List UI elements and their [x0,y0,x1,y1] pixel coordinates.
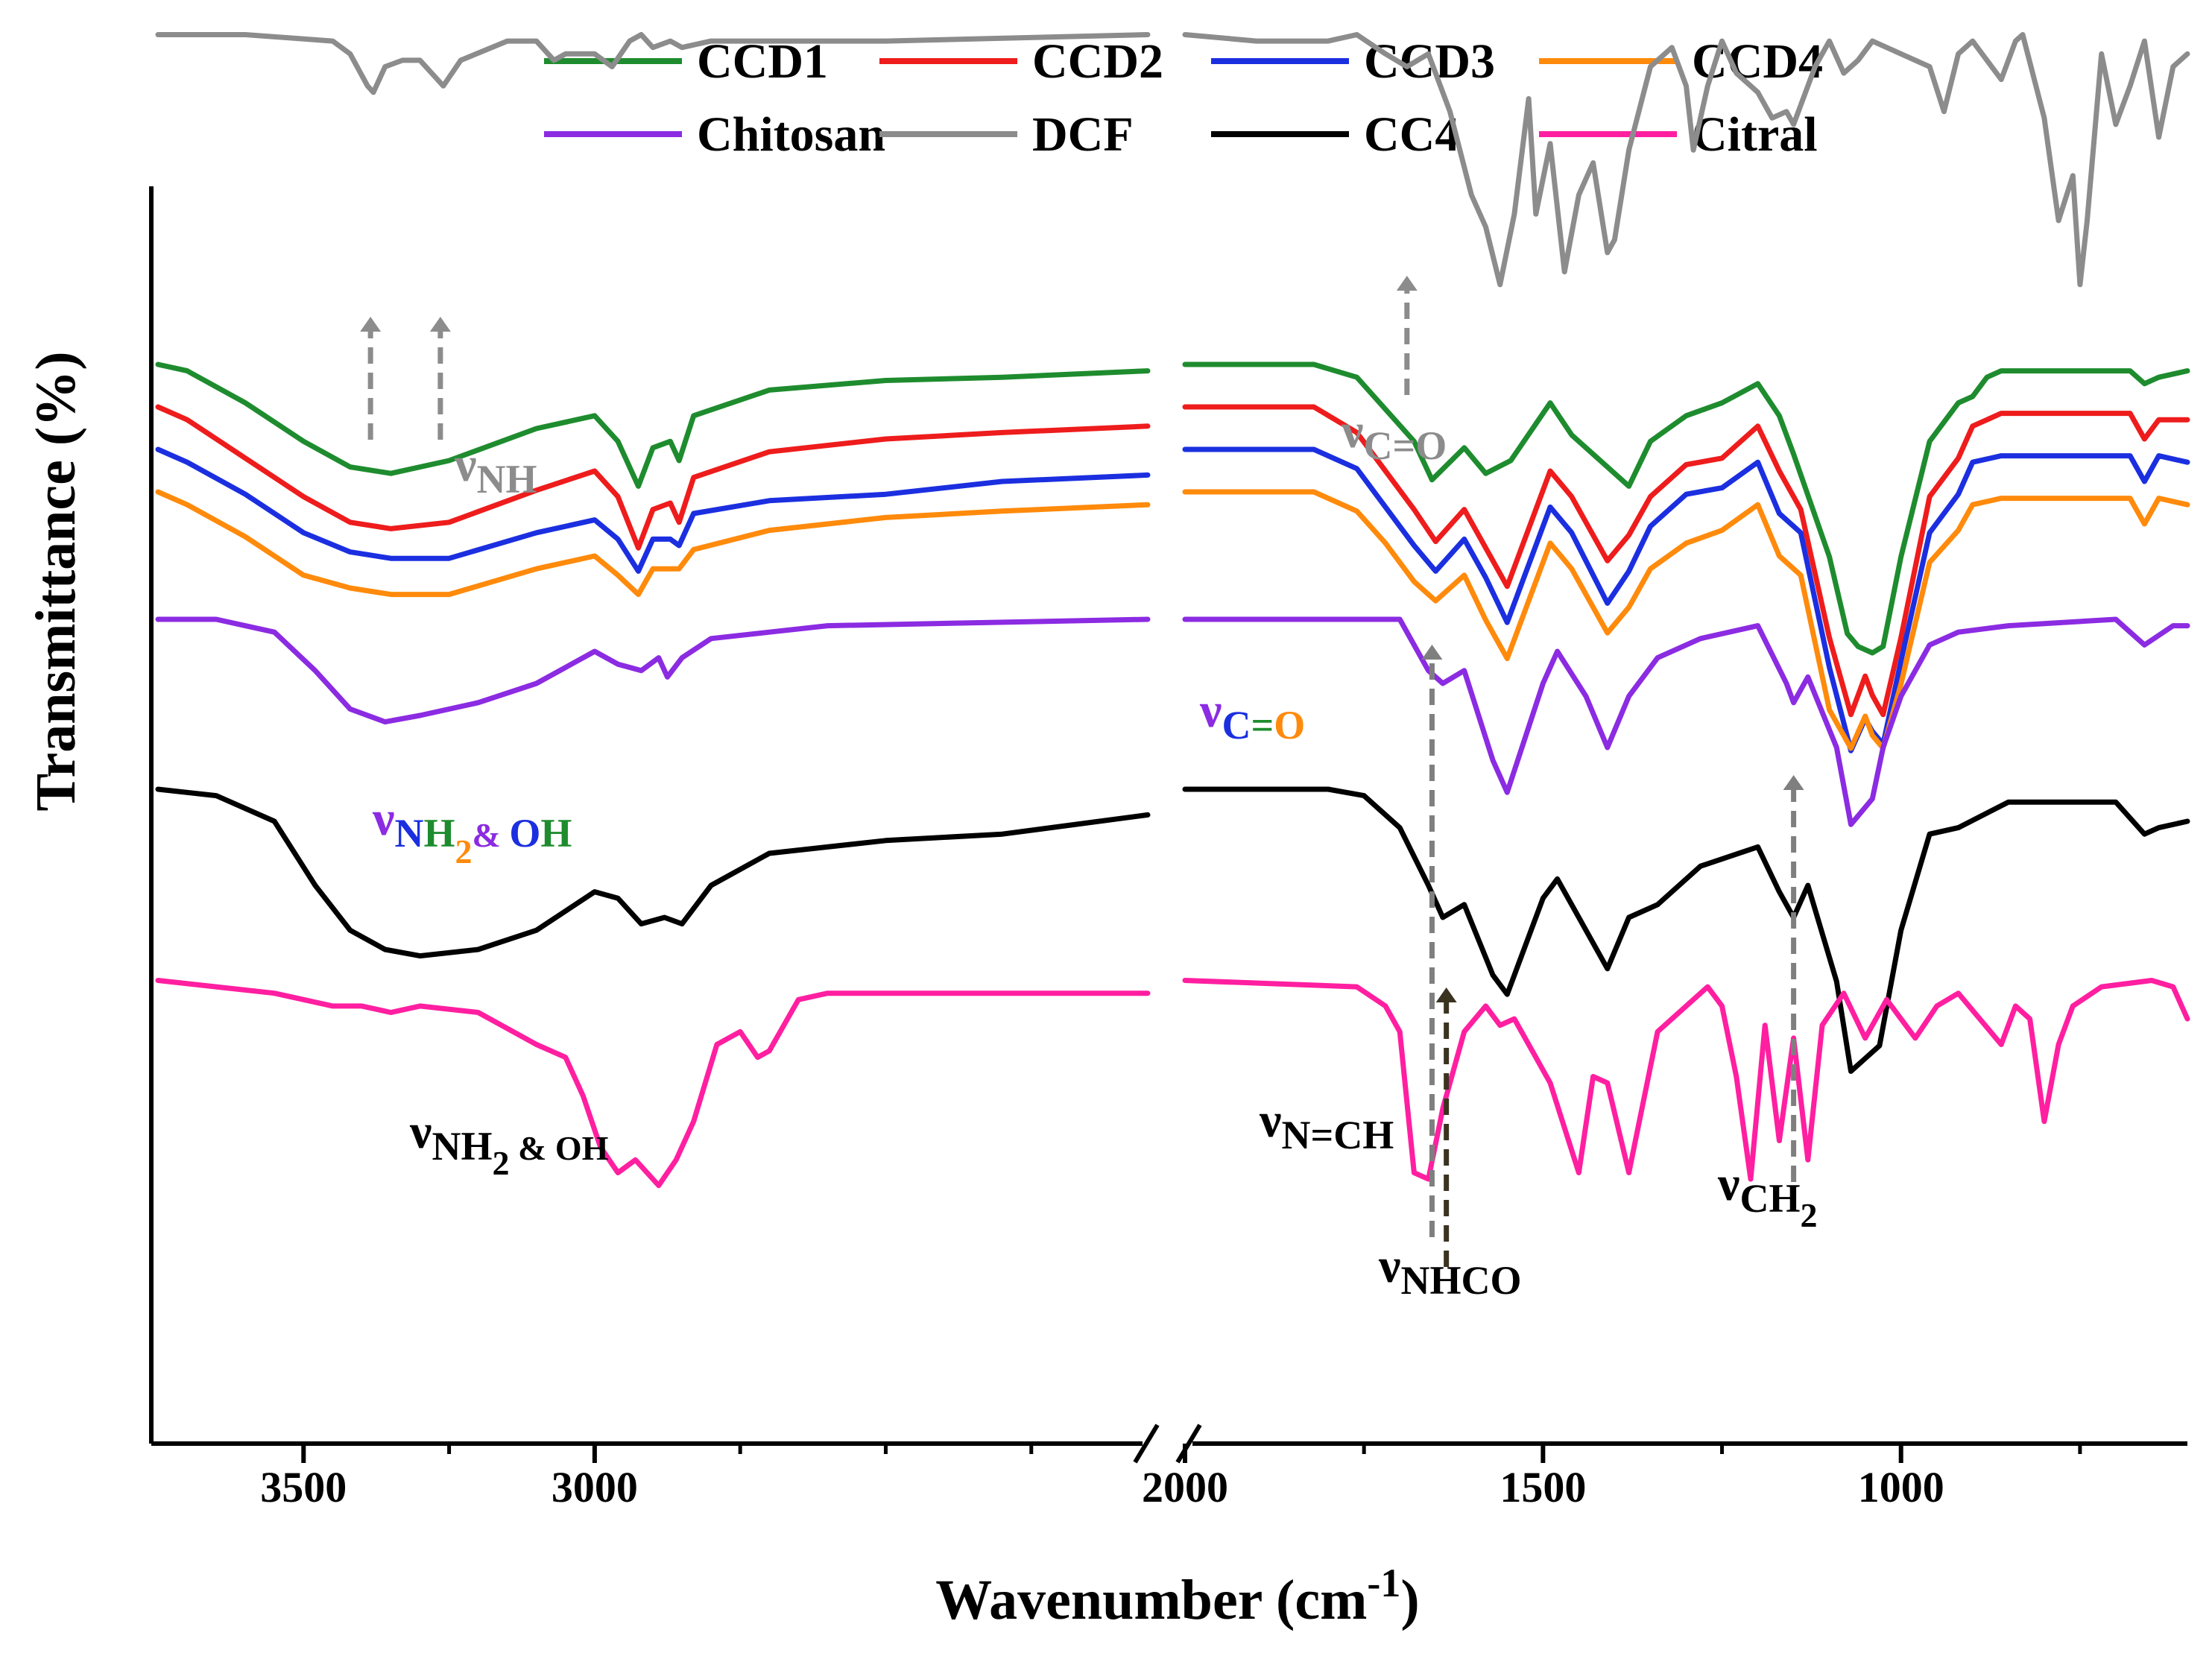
dcf-co-arrow-head [1396,276,1418,291]
x-tick-label: 3500 [260,1463,347,1511]
x-tick-label: 3000 [552,1463,638,1511]
series-ccd1-right [1182,361,2190,656]
series-dcf-left [155,32,1151,95]
series-ccd4-left [155,489,1151,598]
label-n-ch: νN=CH [1259,1093,1394,1157]
series-ccd2-left [155,404,1151,551]
legend-label-cc4: CC4 [1364,107,1459,162]
series-citral-right [1182,978,2190,1182]
axis-break-mark-1 [1133,1423,1160,1464]
axis-break-mark-2 [1175,1423,1202,1464]
label-nhco: νNHCO [1378,1239,1522,1303]
x-tick-label: 1500 [1500,1463,1586,1511]
chart-series [155,32,2190,1189]
series-cc4-right [1182,786,2190,1074]
label-ch2: νCH2 [1717,1157,1818,1234]
legend-label-dcf: DCF [1032,107,1134,162]
series-chitosan-right [1182,616,2190,827]
ch2-arrow-head [1783,775,1804,790]
n-ch-arrow-head [1421,645,1443,660]
series-dcf-right [1182,32,2190,288]
series-citral-left [155,978,1151,1189]
chart-annotations: νNH νC=O νC=O νNH2& OH νNH2 & OH νN=CH νNHCO νC… [360,276,1818,1303]
label-ccd-co: νC=O [1199,683,1305,748]
x-tick-label: 1000 [1858,1463,1944,1511]
y-axis-label: Transmittance (%) [25,351,87,811]
dcf-nh-arrow-2-head [429,317,451,332]
series-chitosan-left [155,616,1151,725]
series-ccd2-right [1182,404,2190,718]
label-dcf-co: νC=O [1341,404,1447,468]
dcf-nh-arrow-1-head [360,317,382,332]
series-ccd3-left [155,446,1151,574]
x-axis-label: Wavenumber (cm-1) [935,1561,1419,1631]
legend-label-chitosan: Chitosan [697,107,885,162]
label-ccd-nh2-oh: νNH2& OH [372,791,572,870]
series-ccd4-right [1182,489,2190,751]
x-tick-label: 2000 [1142,1463,1228,1511]
legend-label-ccd2: CCD2 [1032,34,1163,89]
nhco-arrow-head [1435,987,1457,1002]
series-ccd3-right [1182,446,2190,753]
label-cc4-nh2-oh: νNH2 & OH [409,1104,609,1182]
chart-axis-labels: Wavenumber (cm-1) Transmittance (%) [25,351,1420,1631]
series-cc4-left [155,786,1151,959]
series-ccd1-left [155,361,1151,489]
chart-axes: 3500 3000 2000 1500 1000 [149,186,2187,1511]
label-dcf-nh: νNH [454,437,537,502]
